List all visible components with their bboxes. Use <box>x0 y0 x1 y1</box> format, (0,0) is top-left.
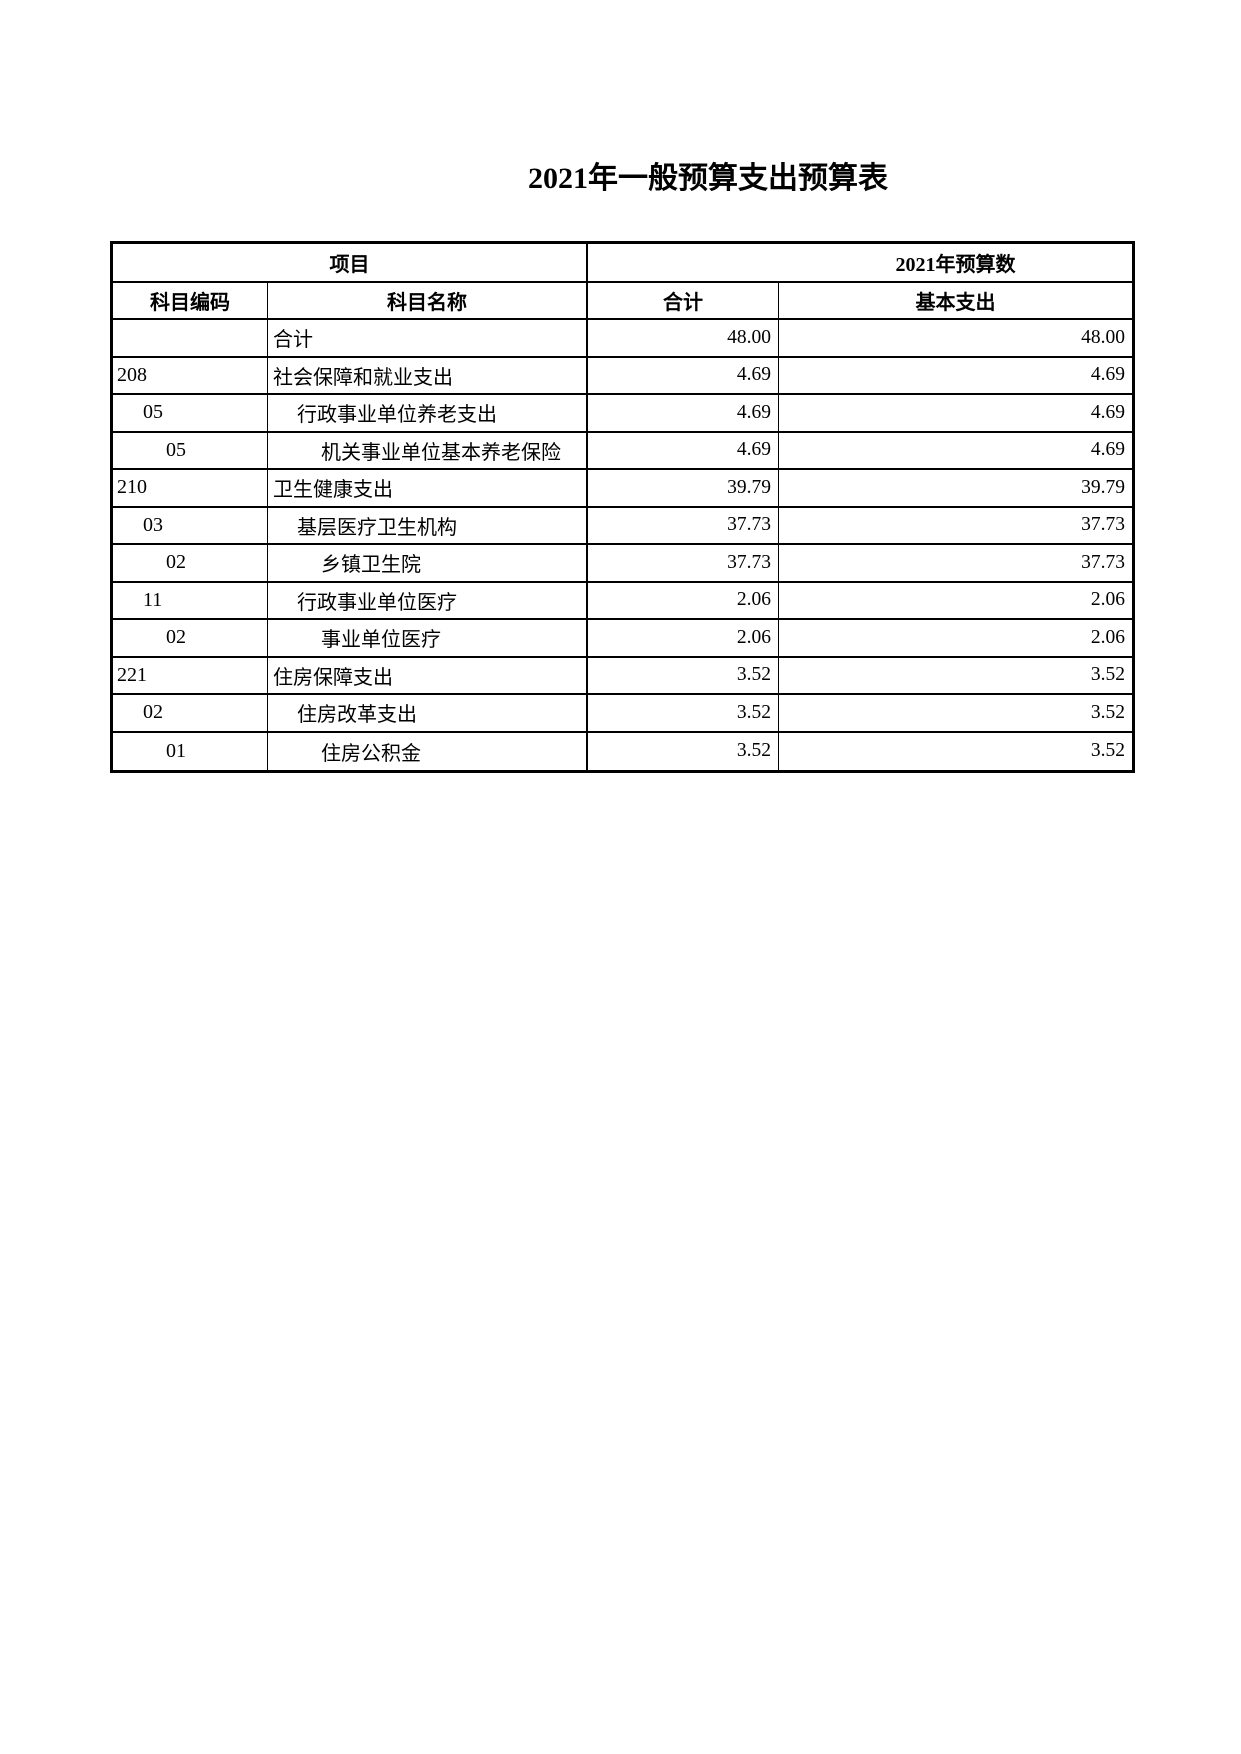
subject-code-cell: 11 <box>113 582 268 618</box>
subject-code-cell: 221 <box>113 657 268 693</box>
table-row: 221 住房保障支出 3.52 3.52 <box>113 657 1132 695</box>
subject-code-cell: 02 <box>113 620 268 656</box>
table-row: 208 社会保障和就业支出 4.69 4.69 <box>113 357 1132 395</box>
basic-expense-cell: 2.06 <box>1090 589 1125 611</box>
basic-expense-cell: 2.06 <box>1090 626 1125 648</box>
subject-code-cell <box>113 320 268 356</box>
basic-expense-cell: 3.52 <box>1090 740 1125 762</box>
total-cell: 4.69 <box>588 432 779 468</box>
table-row: 02 住房改革支出 3.52 3.52 <box>113 695 1132 733</box>
basic-expense-cell: 4.69 <box>1090 364 1125 386</box>
basic-expense-cell: 48.00 <box>1081 326 1125 348</box>
subject-name-cell: 卫生健康支出 <box>268 470 588 506</box>
table-row: 03 基层医疗卫生机构 37.73 37.73 <box>113 507 1132 545</box>
total-cell: 3.52 <box>588 732 779 770</box>
project-header-label: 项目 <box>329 254 370 276</box>
subject-name-cell: 住房改革支出 <box>268 695 588 731</box>
total-cell: 37.73 <box>588 545 779 581</box>
budget-year-header-label: 2021年预算数 <box>895 254 1016 276</box>
table-row: 05 行政事业单位养老支出 4.69 4.69 <box>113 395 1132 433</box>
basic-expense-cell: 4.69 <box>1090 401 1125 423</box>
subject-code-cell: 05 <box>113 395 268 431</box>
basic-expense-cell: 37.73 <box>1081 514 1125 536</box>
budget-table: 项目 2021年预算数 科目编码 科目名称 合计 基本支出 合计 48.00 4… <box>110 241 1135 773</box>
subject-name-cell: 社会保障和就业支出 <box>268 357 588 393</box>
subject-name-cell: 行政事业单位医疗 <box>268 582 588 618</box>
subject-name-cell: 住房保障支出 <box>268 657 588 693</box>
basic-expense-cell: 37.73 <box>1081 551 1125 573</box>
subject-code-cell: 208 <box>113 357 268 393</box>
subject-name-cell: 住房公积金 <box>268 732 588 770</box>
budget-year-header-cell: 2021年预算数 <box>588 244 1132 281</box>
subject-name-cell: 基层医疗卫生机构 <box>268 507 588 543</box>
subject-name-cell: 机关事业单位基本养老保险 <box>268 432 588 468</box>
table-header-row-merged: 项目 2021年预算数 <box>113 244 1132 283</box>
subject-code-cell: 02 <box>113 545 268 581</box>
total-cell: 2.06 <box>588 582 779 618</box>
table-row: 合计 48.00 48.00 <box>113 320 1132 358</box>
total-cell: 39.79 <box>588 470 779 506</box>
table-row: 02 事业单位医疗 2.06 2.06 <box>113 620 1132 658</box>
total-cell: 3.52 <box>588 695 779 731</box>
basic-expense-cell: 3.52 <box>1090 664 1125 686</box>
total-cell: 4.69 <box>588 395 779 431</box>
basic-expense-cell: 3.52 <box>1090 701 1125 723</box>
subject-code-cell: 01 <box>113 732 268 770</box>
total-cell: 37.73 <box>588 507 779 543</box>
total-header-cell: 合计 <box>588 283 779 318</box>
total-cell: 2.06 <box>588 620 779 656</box>
subject-code-cell: 05 <box>113 432 268 468</box>
subject-name-cell: 合计 <box>268 320 588 356</box>
table-row: 02 乡镇卫生院 37.73 37.73 <box>113 545 1132 583</box>
table-row: 11 行政事业单位医疗 2.06 2.06 <box>113 582 1132 620</box>
subject-code-cell: 03 <box>113 507 268 543</box>
subject-name-cell: 乡镇卫生院 <box>268 545 588 581</box>
basic-expense-header-cell: 基本支出 <box>915 292 996 314</box>
table-row: 01 住房公积金 3.52 3.52 <box>113 732 1132 770</box>
subject-code-cell: 210 <box>113 470 268 506</box>
subject-code-header-cell: 科目编码 <box>113 283 268 318</box>
subject-name-cell: 事业单位医疗 <box>268 620 588 656</box>
subject-code-cell: 02 <box>113 695 268 731</box>
page-title: 2021年一般预算支出预算表 <box>528 162 888 195</box>
subject-name-cell: 行政事业单位养老支出 <box>268 395 588 431</box>
basic-expense-cell: 39.79 <box>1081 476 1125 498</box>
total-cell: 4.69 <box>588 357 779 393</box>
subject-name-header-cell: 科目名称 <box>268 283 588 318</box>
project-header-cell: 项目 <box>113 244 588 281</box>
table-row: 05 机关事业单位基本养老保险 4.69 4.69 <box>113 432 1132 470</box>
table-row: 210 卫生健康支出 39.79 39.79 <box>113 470 1132 508</box>
table-header-row-columns: 科目编码 科目名称 合计 基本支出 <box>113 283 1132 320</box>
total-cell: 3.52 <box>588 657 779 693</box>
table-body: 合计 48.00 48.00 208 社会保障和就业支出 4.69 4.69 0… <box>113 320 1132 770</box>
total-cell: 48.00 <box>588 320 779 356</box>
basic-expense-cell: 4.69 <box>1090 439 1125 461</box>
